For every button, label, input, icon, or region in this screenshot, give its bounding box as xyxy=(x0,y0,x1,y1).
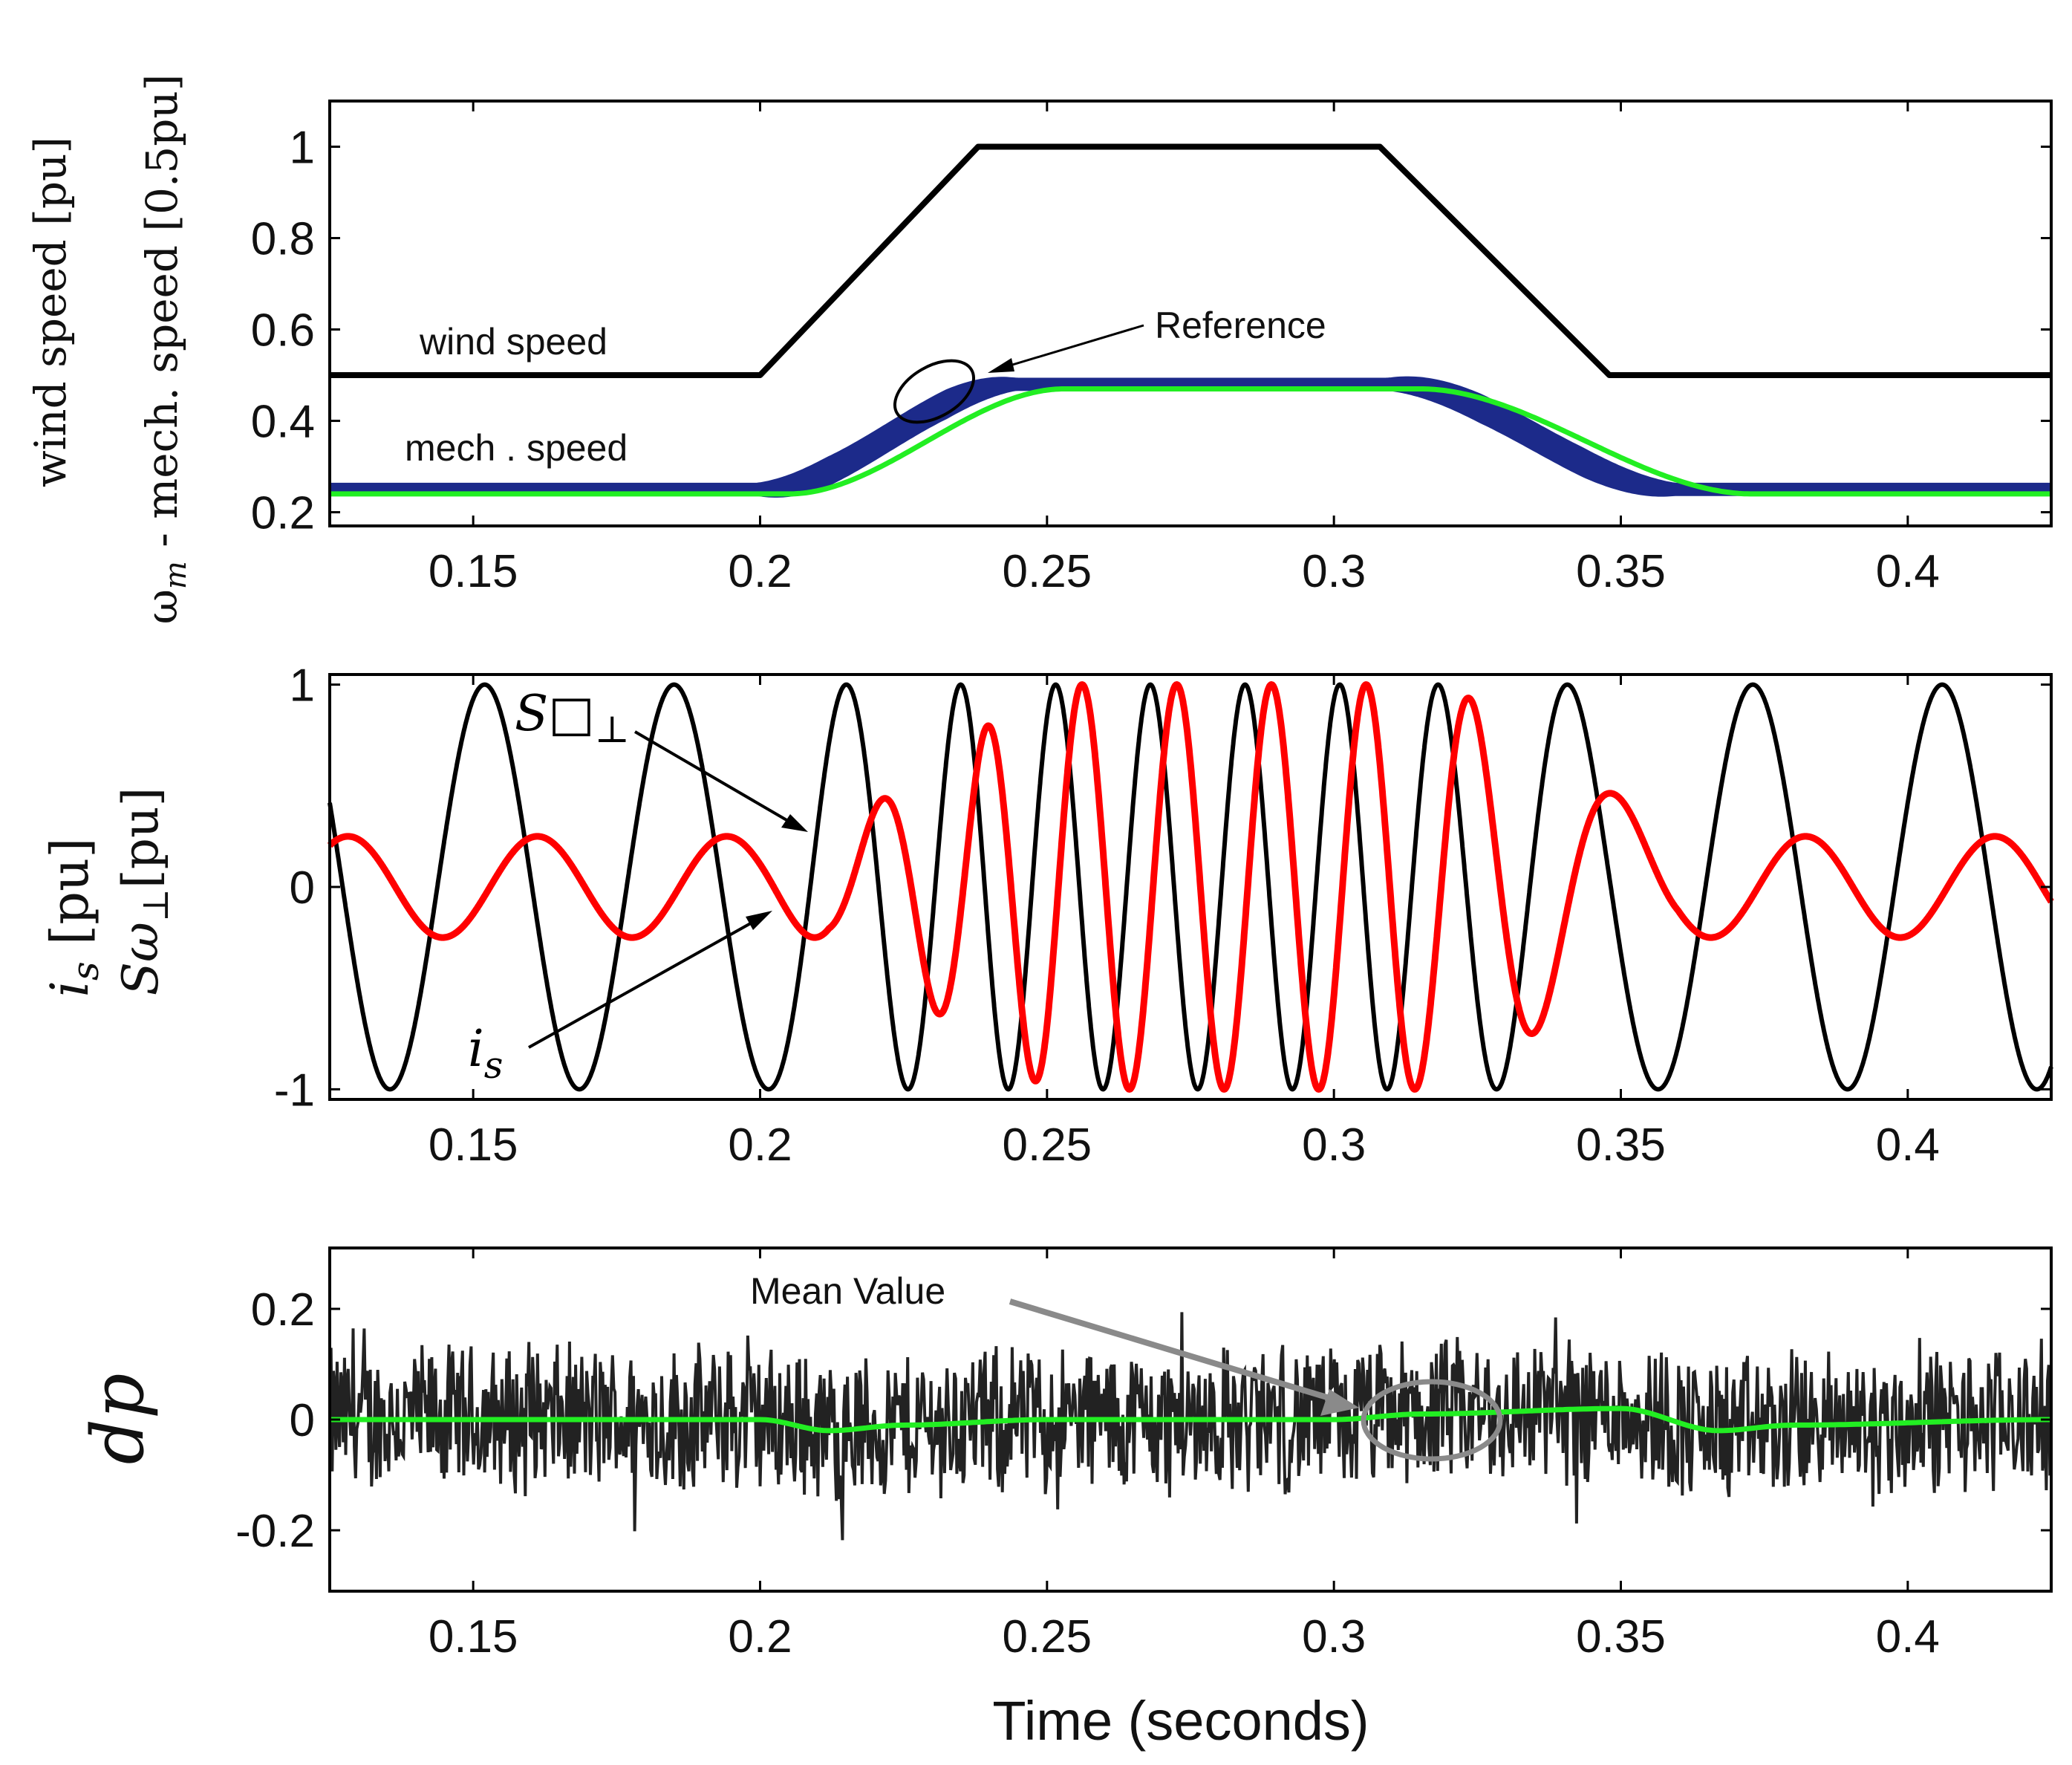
x-tick-label: 0.3 xyxy=(1302,546,1366,597)
x-tick-label: 0.15 xyxy=(429,1611,518,1662)
x-tick-label: 0.15 xyxy=(429,1119,518,1171)
x-tick-label: 0.3 xyxy=(1302,1119,1366,1171)
x-axis-label: Time (seconds) xyxy=(992,1690,1369,1752)
is-annotation: is xyxy=(468,1020,503,1087)
x-tick-label: 0.4 xyxy=(1876,1119,1940,1171)
mean-value-arrow-head xyxy=(1320,1389,1359,1416)
mean-value-ellipse xyxy=(1361,1379,1503,1462)
signal-y-label-1: is [pu] xyxy=(39,838,107,998)
s-perp-arrow-1 xyxy=(633,730,798,828)
x-tick-label: 0.2 xyxy=(728,1611,792,1662)
x-tick-label: 0.35 xyxy=(1576,1611,1666,1662)
dp-y-label: dp xyxy=(76,1374,160,1465)
speed-panel: 0.15 0.2 0.25 0.3 0.35 0.4 0.2 0.4 0.6 0.8 1 wind… xyxy=(25,74,2053,625)
x-tick-label: 0.3 xyxy=(1302,1611,1366,1662)
x-tick-label: 0.2 xyxy=(728,1119,792,1171)
speed-x-ticks: 0.15 0.2 0.25 0.3 0.35 0.4 xyxy=(429,101,1940,597)
x-tick-label: 0.25 xyxy=(1002,546,1092,597)
y-tick-label: 1 xyxy=(290,123,315,174)
y-tick-label: -1 xyxy=(274,1064,315,1116)
y-tick-label: 1 xyxy=(290,660,315,712)
x-tick-label: 0.25 xyxy=(1002,1119,1092,1171)
signal-x-ticks: 0.15 0.2 0.25 0.3 0.35 0.4 xyxy=(429,675,1940,1171)
dp-plot-area xyxy=(328,1312,2053,1541)
is-arrow xyxy=(528,916,762,1049)
dp-y-ticks: -0.2 0 0.2 xyxy=(235,1284,2051,1557)
y-tick-label: 0.2 xyxy=(251,488,315,539)
y-tick-label: 0 xyxy=(290,862,315,914)
signal-plot-area xyxy=(327,680,2054,1093)
mech-speed-annotation: mech . speed xyxy=(405,427,628,469)
x-tick-label: 0.35 xyxy=(1576,1119,1666,1171)
is-arrow-head xyxy=(746,911,772,930)
speed-y-label-2: ωm - mech. speed [0.5pu] xyxy=(137,74,193,625)
wind-speed-annotation: wind speed xyxy=(419,321,607,363)
s-perp-arrow-1-head xyxy=(781,814,808,832)
is-line xyxy=(327,680,2054,1093)
speed-axes-frame xyxy=(328,100,2053,527)
x-tick-label: 0.15 xyxy=(429,546,518,597)
speed-y-label-1: wind speed [pu] xyxy=(25,137,76,487)
y-tick-label: 0.8 xyxy=(251,214,315,265)
mean-value-line xyxy=(330,1405,2051,1434)
dp-panel: 0.15 0.2 0.25 0.3 0.35 0.4 -0.2 0 0.2 Mean Valu… xyxy=(76,1246,2053,1752)
reference-ellipse xyxy=(893,359,976,424)
signal-y-label-2: Sω⊥[pu] xyxy=(112,787,177,995)
signal-y-ticks: -1 0 1 xyxy=(274,660,2051,1116)
y-tick-label: 0.2 xyxy=(251,1284,315,1336)
s-perp-annotation: S□⊥ xyxy=(515,685,630,751)
y-tick-label: -0.2 xyxy=(235,1506,315,1557)
signal-panel: 0.15 0.2 0.25 0.3 0.35 0.4 -1 0 1 S□⊥ is is [pu… xyxy=(39,660,2054,1171)
mean-value-arrow xyxy=(1009,1298,1338,1403)
y-tick-label: 0.6 xyxy=(251,305,315,357)
mean-value-annotation: Mean Value xyxy=(750,1270,945,1312)
s-perp-line xyxy=(328,682,2053,1092)
reference-arrow-head xyxy=(988,358,1014,373)
x-tick-label: 0.35 xyxy=(1576,546,1666,597)
reference-arrow xyxy=(994,324,1144,371)
dp-x-ticks: 0.15 0.2 0.25 0.3 0.35 0.4 xyxy=(429,1248,1940,1662)
x-tick-label: 0.4 xyxy=(1876,546,1940,597)
x-tick-label: 0.4 xyxy=(1876,1611,1940,1662)
wind-speed-line xyxy=(330,143,2051,378)
y-tick-label: 0 xyxy=(290,1395,315,1446)
y-tick-label: 0.4 xyxy=(251,397,315,448)
reference-annotation: Reference xyxy=(1155,305,1326,346)
x-tick-label: 0.2 xyxy=(728,546,792,597)
speed-y-ticks: 0.2 0.4 0.6 0.8 1 xyxy=(251,123,2051,539)
x-tick-label: 0.25 xyxy=(1002,1611,1092,1662)
reference-line xyxy=(330,386,2051,497)
